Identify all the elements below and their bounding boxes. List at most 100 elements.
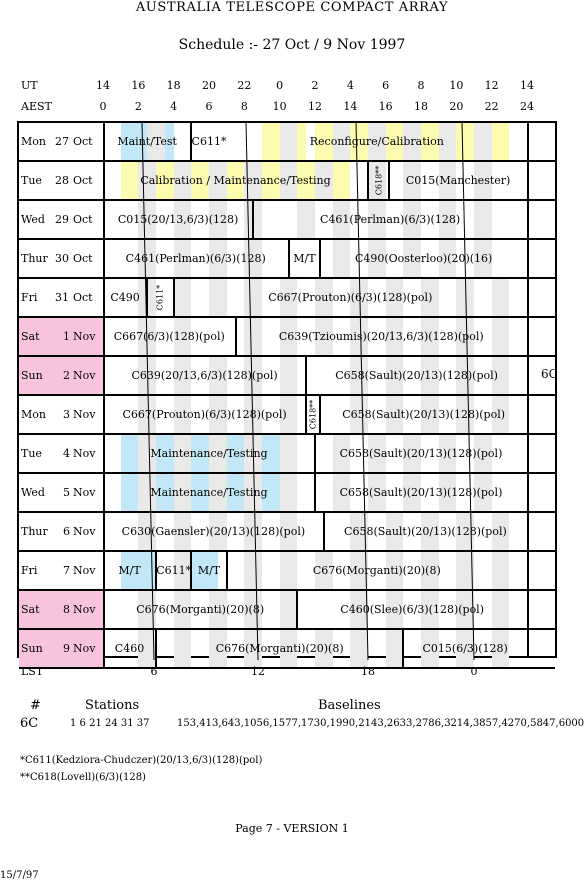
night-band — [209, 474, 227, 511]
day-name: Wed — [21, 213, 45, 226]
schedule-row: Wed 29 Oct C015(20/13,6/3)(128) C461(Perlman… — [19, 201, 555, 240]
ut-tick-2: 18 — [166, 79, 181, 92]
night-band — [173, 552, 192, 589]
aest-tick-10: 20 — [449, 100, 464, 113]
observation-label: C667(Prouton)(6/3)(128)(pol) — [122, 408, 287, 421]
night-band — [385, 279, 404, 316]
night-band — [173, 474, 192, 511]
night-band — [173, 396, 192, 433]
observation-block: Reconfigure/Calibration — [227, 123, 527, 160]
night-band — [368, 201, 386, 238]
ut-tick-11: 12 — [484, 79, 499, 92]
observation-block: C667(Prouton)(6/3)(128)(pol) — [103, 396, 306, 433]
day-number: 8 — [63, 603, 70, 616]
observation-label: C461(Perlman)(6/3)(128) — [125, 252, 266, 265]
page-subtitle: Schedule :- 27 Oct / 9 Nov 1997 — [178, 37, 406, 53]
observation-label: C015(20/13,6/3)(128) — [117, 213, 239, 226]
day-name: Sun — [21, 369, 43, 382]
night-band — [421, 396, 439, 433]
night-band — [438, 474, 457, 511]
maintenance-band — [191, 474, 209, 511]
day-name: Mon — [21, 408, 46, 421]
night-band — [350, 279, 368, 316]
aest-tick-4: 8 — [240, 100, 248, 113]
block-separator — [287, 240, 290, 277]
block-separator — [388, 162, 391, 199]
night-band — [173, 240, 192, 277]
observation-block: C611* — [191, 123, 227, 160]
night-band — [315, 318, 333, 355]
observation-block: C461(Perlman)(6/3)(128) — [103, 240, 289, 277]
night-band — [244, 279, 262, 316]
aest-tick-0: 0 — [99, 100, 107, 113]
night-band — [385, 513, 404, 550]
schedule-row: Sun 2 Nov C639(20/13,6/3)(128)(pol) C658(Sau… — [19, 357, 555, 396]
aest-tick-8: 16 — [378, 100, 393, 113]
night-band — [209, 279, 227, 316]
aest-tick-6: 12 — [308, 100, 322, 113]
night-band — [332, 123, 351, 160]
baselines-list: 153,413,643,1056,1577,1730,1990,2143,263… — [177, 718, 584, 729]
observation-label: C676(Morganti)(20)(8) — [136, 603, 265, 616]
block-separator — [190, 123, 193, 160]
day-month: Oct — [73, 252, 93, 265]
night-band — [368, 474, 386, 511]
reconfig-band — [262, 123, 280, 160]
day-name: Wed — [21, 486, 45, 499]
observation-block: Calibration / Maintenance/Testing — [103, 162, 368, 199]
schedule-row: Fri 7 Nov M/T C611* M/T C676(Morganti)(20)(8) — [19, 552, 555, 591]
schedule-row: Thur 6 Nov C630(Gaensler)(20/13)(128)(pol) C… — [19, 513, 555, 552]
block-separator — [155, 630, 157, 667]
block-separator — [155, 552, 157, 589]
day-month: Nov — [73, 564, 96, 577]
observation-block: C658(Sault)(20/13)(128)(pol) — [315, 474, 527, 511]
reconfig-band — [385, 123, 404, 160]
observation-label: C015(6/3)(128) — [422, 642, 508, 655]
block-separator — [314, 435, 316, 472]
observation-label: C490 — [110, 291, 140, 304]
night-band — [173, 357, 192, 394]
aest-tick-3: 6 — [205, 100, 213, 113]
aest-tick-1: 2 — [134, 100, 142, 113]
night-band — [244, 357, 262, 394]
night-band — [173, 435, 192, 472]
night-band — [368, 123, 386, 160]
day-label: Sat 8 Nov — [19, 591, 105, 628]
observation-label: C611* — [191, 135, 227, 148]
night-band — [138, 240, 156, 277]
observation-label: C460(Slee)(6/3)(128)(pol) — [340, 603, 484, 616]
night-band — [209, 513, 227, 550]
night-band — [173, 591, 192, 628]
block-separator — [234, 318, 237, 355]
day-label: Mon 3 Nov — [19, 396, 105, 433]
night-band — [385, 552, 404, 589]
day-month: Nov — [73, 603, 96, 616]
night-band — [350, 591, 368, 628]
ut-tick-10: 10 — [449, 79, 464, 92]
observation-label: C658(Sault)(20/13)(128)(pol) — [339, 447, 503, 460]
ut-tick-5: 0 — [276, 79, 284, 92]
night-band — [403, 435, 421, 472]
night-band — [209, 162, 227, 199]
array-config-label: 6C — [541, 367, 558, 381]
night-band — [474, 435, 492, 472]
night-band — [474, 201, 492, 238]
schedule-row: Tue 28 Oct Calibration / Maintenance/Testin… — [19, 162, 555, 201]
day-name: Sat — [21, 603, 40, 616]
schedule-row: Mon 3 Nov C667(Prouton)(6/3)(128)(pol) C658(… — [19, 396, 555, 435]
night-band — [421, 279, 439, 316]
schedule-row: Sat 8 Nov C676(Morganti)(20)(8) C460(Slee)(6… — [19, 591, 555, 630]
day-number: 5 — [63, 486, 70, 499]
night-band — [421, 357, 439, 394]
observation-block: C676(Morganti)(20)(8) — [227, 552, 527, 589]
page-title: AUSTRALIA TELESCOPE COMPACT ARRAY — [135, 0, 449, 15]
day-month: Nov — [73, 330, 96, 343]
observation-label: Reconfigure/Calibration — [309, 135, 444, 148]
observation-label: C658(Sault)(20/13)(128)(pol) — [335, 369, 498, 382]
maintenance-band — [120, 552, 156, 589]
day-number: 30 — [55, 252, 69, 265]
night-band — [491, 591, 510, 628]
ut-axis-label: UT — [21, 79, 38, 92]
observation-label: C658(Sault)(20/13)(128)(pol) — [342, 408, 506, 421]
